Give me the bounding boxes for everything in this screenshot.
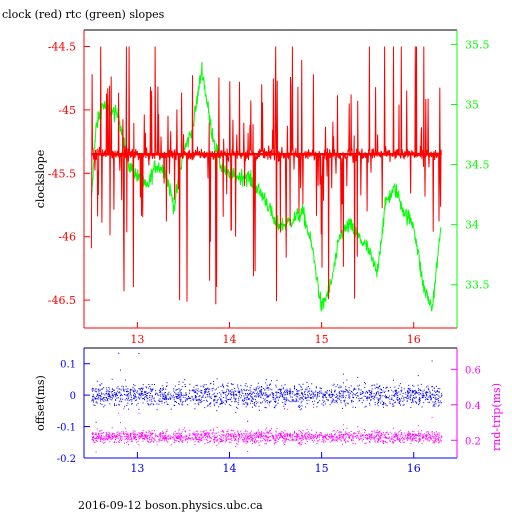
bottom-panel: 0.1 0 -0.1 -0.2 0.6 0.4 0.2 13 14 15 16 offset(ms) r… bbox=[34, 347, 503, 475]
bottom-x-tick-label: 14 bbox=[223, 462, 237, 475]
chart-title: clock (red) rtc (green) slopes bbox=[2, 8, 165, 21]
top-panel: -44.5 -45 -45.5 -46 -46.5 35.5 35 34.5 34 33.5 13 1… bbox=[34, 29, 490, 346]
footer-caption: 2016-09-12 boson.physics.ubc.ca bbox=[78, 499, 263, 512]
bottom-x-tick-label: 15 bbox=[315, 462, 329, 475]
bottom-right-tick-label: 0.2 bbox=[465, 436, 481, 447]
top-x-tick-label: 15 bbox=[315, 333, 329, 346]
top-right-tick-label: 34.5 bbox=[465, 159, 490, 172]
bottom-right-y-label: rnd-trip(ms) bbox=[490, 383, 503, 451]
bottom-left-tick-label: -0.2 bbox=[57, 454, 76, 465]
rndtrip-scatter-points bbox=[91, 402, 443, 453]
top-left-tick-label: -44.5 bbox=[48, 40, 76, 53]
offset-scatter-points bbox=[91, 352, 443, 423]
top-x-tick-label: 13 bbox=[130, 333, 144, 346]
top-x-tick-label: 14 bbox=[223, 333, 237, 346]
bottom-x-tick-label: 16 bbox=[407, 462, 421, 475]
top-x-tick-label: 16 bbox=[407, 333, 421, 346]
clock-series-line bbox=[90, 46, 442, 305]
top-left-tick-label: -45.5 bbox=[48, 167, 76, 180]
bottom-right-tick-label: 0.6 bbox=[465, 365, 481, 376]
top-y-axis-label: clockslope bbox=[34, 150, 47, 208]
bottom-left-tick-label: -0.1 bbox=[57, 423, 76, 434]
bottom-left-tick-label: 0 bbox=[70, 391, 76, 402]
bottom-right-tick-label: 0.4 bbox=[465, 401, 481, 412]
rtc-series-line bbox=[90, 61, 442, 312]
bottom-x-tick-label: 13 bbox=[130, 462, 144, 475]
bottom-left-tick-label: 0.1 bbox=[60, 360, 76, 371]
top-left-tick-label: -46 bbox=[58, 231, 76, 244]
top-left-tick-label: -46.5 bbox=[48, 294, 76, 307]
top-right-tick-label: 33.5 bbox=[465, 279, 490, 292]
bottom-left-y-label: offset(ms) bbox=[34, 375, 47, 431]
top-right-tick-label: 34 bbox=[465, 219, 479, 232]
top-right-tick-label: 35 bbox=[465, 99, 479, 112]
top-right-tick-label: 35.5 bbox=[465, 38, 490, 51]
top-left-tick-label: -45 bbox=[58, 104, 76, 117]
